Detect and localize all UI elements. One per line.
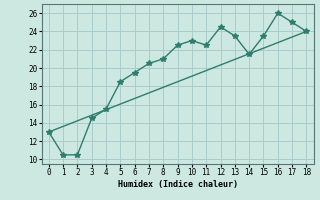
X-axis label: Humidex (Indice chaleur): Humidex (Indice chaleur): [118, 180, 237, 189]
